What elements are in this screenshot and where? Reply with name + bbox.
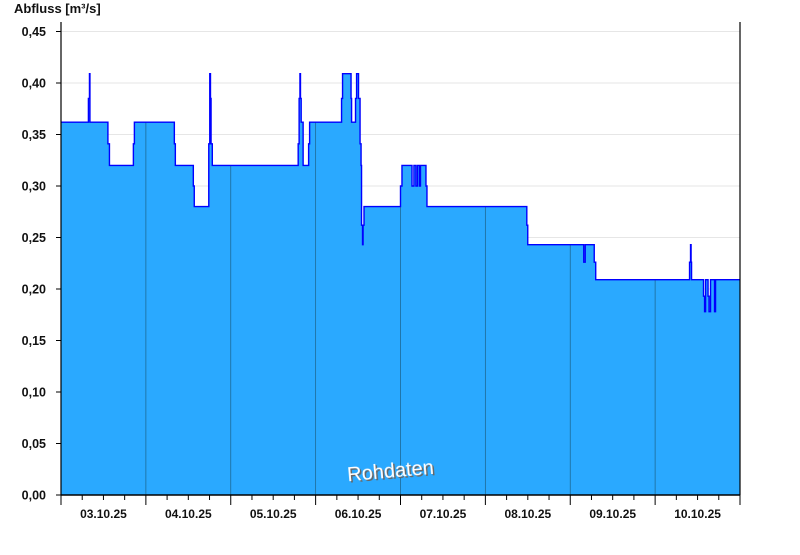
y-tick-label: 0,15: [22, 334, 46, 348]
x-tick-label: 04.10.25: [165, 507, 212, 521]
y-axis-title: Abfluss [m³/s]: [14, 1, 101, 16]
y-tick-label: 0,00: [22, 489, 46, 503]
y-axis-ticks: 0,00 0,05 0,10 0,15 0,20 0,25 0,30 0,35 0,40 0,45: [22, 25, 61, 503]
y-tick-label: 0,25: [22, 231, 46, 245]
x-axis-ticks: 03.10.25 04.10.25 05.10.25 06.10.25 07.10.25…: [60, 495, 741, 521]
x-tick-label: 09.10.25: [589, 507, 636, 521]
x-tick-label: 06.10.25: [335, 507, 382, 521]
y-tick-label: 0,40: [22, 77, 46, 91]
discharge-line: [61, 73, 740, 313]
y-tick-label: 0,35: [22, 128, 46, 142]
x-tick-label: 07.10.25: [420, 507, 467, 521]
x-tick-label: 10.10.25: [674, 507, 721, 521]
y-tick-label: 0,05: [22, 437, 46, 451]
x-tick-label: 05.10.25: [250, 507, 297, 521]
y-tick-label: 0,45: [22, 25, 46, 39]
y-tick-label: 0,20: [22, 283, 46, 297]
x-tick-label: 08.10.25: [504, 507, 551, 521]
x-tick-label: 03.10.25: [80, 507, 127, 521]
y-tick-label: 0,30: [22, 180, 46, 194]
y-tick-label: 0,10: [22, 386, 46, 400]
